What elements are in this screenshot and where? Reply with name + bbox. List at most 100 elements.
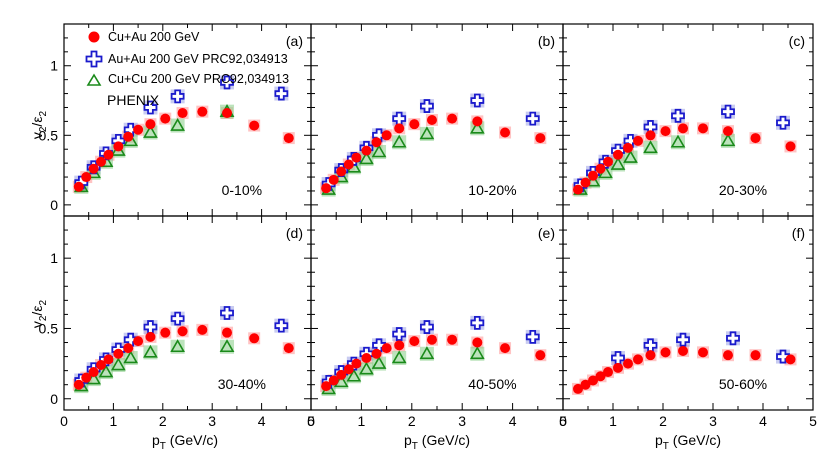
point-cucu bbox=[469, 346, 485, 360]
point-cuau bbox=[371, 348, 382, 359]
panel-f: 0 1 2 3 4 5 (f) 50-60% bbox=[559, 215, 817, 429]
y-axis-title-top: v2/ε2 bbox=[29, 110, 49, 139]
point-cuau bbox=[123, 131, 134, 142]
point-auau bbox=[726, 331, 740, 346]
point-cuau bbox=[613, 362, 623, 373]
syst-band-cucu bbox=[392, 135, 407, 150]
panel-a: 0 0.5 1 (a) 0-10% bbox=[39, 23, 312, 217]
syst-band-cucu bbox=[643, 140, 658, 155]
point-cuau bbox=[321, 381, 332, 392]
point-cucu bbox=[419, 126, 435, 140]
point-cuau bbox=[472, 116, 483, 127]
point-cuau bbox=[283, 133, 294, 144]
x-tick-label: 2 bbox=[659, 413, 667, 429]
point-cuau bbox=[160, 327, 171, 338]
point-cuau bbox=[283, 343, 294, 354]
point-cuau bbox=[595, 371, 606, 382]
point-cuau bbox=[645, 350, 656, 361]
point-cuau bbox=[750, 350, 761, 361]
syst-band-cucu bbox=[470, 346, 485, 361]
point-cuau bbox=[177, 108, 188, 119]
point-cuau bbox=[785, 141, 796, 152]
point-cuau bbox=[535, 133, 546, 144]
point-cucu bbox=[359, 151, 374, 165]
panel-e: 0 1 2 3 4 5 (e) 40-50% bbox=[307, 215, 567, 429]
syst-band-cucu bbox=[419, 126, 434, 141]
point-auau bbox=[470, 315, 485, 330]
legend-marker-auau bbox=[85, 50, 103, 68]
x-title-rest: (GeV/c) bbox=[166, 432, 218, 448]
syst-band-cucu bbox=[170, 118, 185, 133]
point-cuau bbox=[103, 149, 114, 160]
legend-label-auau: Au+Au 200 GeV PRC92,034913 bbox=[108, 52, 288, 66]
legend-label-cucu: Cu+Cu 200 GeV PRC92,034913 bbox=[108, 72, 289, 86]
y-title-slash: /ε bbox=[29, 305, 45, 315]
point-cuau bbox=[88, 367, 99, 378]
point-cuau bbox=[249, 120, 260, 131]
x-tick-label: 2 bbox=[408, 413, 416, 429]
y-title-slash: /ε bbox=[29, 116, 45, 126]
point-auau bbox=[220, 75, 234, 90]
point-cucu bbox=[391, 350, 407, 364]
x-tick-label: 0 bbox=[60, 413, 68, 429]
panel-letter: (d) bbox=[286, 225, 303, 241]
x-tick-label: 5 bbox=[559, 413, 567, 429]
point-cucu bbox=[219, 339, 235, 353]
syst-band-cucu bbox=[671, 135, 685, 150]
syst-band-cucu bbox=[143, 345, 158, 360]
point-auau bbox=[372, 338, 386, 353]
x-tick-label: 3 bbox=[208, 413, 216, 429]
point-cuau bbox=[500, 127, 511, 138]
point-cuau bbox=[426, 115, 437, 125]
y-tick-label: 1 bbox=[50, 250, 58, 266]
centrality-label: 10-20% bbox=[468, 182, 516, 198]
centrality-label: 0-10% bbox=[222, 182, 262, 198]
point-cucu bbox=[419, 346, 435, 360]
point-cuau bbox=[660, 347, 671, 358]
point-cuau bbox=[409, 119, 420, 130]
point-cuau bbox=[222, 108, 233, 119]
x-title-p: p bbox=[655, 432, 663, 448]
legend-label-cuau: Cu+Au 200 GeV bbox=[108, 30, 200, 44]
y-axis-title-bottom: v2/ε2 bbox=[29, 299, 49, 328]
x-axis-title-3: pT (GeV/c) bbox=[655, 432, 721, 452]
point-cuau bbox=[361, 145, 372, 156]
y-tick-label: 0.5 bbox=[39, 127, 59, 143]
point-cuau bbox=[343, 364, 354, 375]
point-cuau bbox=[588, 170, 598, 181]
point-cuau bbox=[222, 327, 233, 338]
point-cuau bbox=[113, 141, 124, 152]
point-cuau bbox=[96, 156, 107, 167]
point-cuau bbox=[133, 336, 144, 347]
syst-band-cucu bbox=[372, 356, 387, 371]
x-tick-label: 3 bbox=[458, 413, 466, 429]
point-cuau bbox=[328, 375, 339, 386]
point-cuau bbox=[633, 135, 643, 146]
point-cuau bbox=[197, 106, 208, 117]
point-cuau bbox=[580, 379, 591, 390]
panel-d: 0 0.5 1 0 1 2 3 4 5 (d) 30-40% bbox=[39, 215, 315, 429]
point-cucu bbox=[123, 350, 139, 364]
point-auau bbox=[470, 93, 485, 108]
point-cuau bbox=[361, 352, 372, 363]
point-cucu bbox=[643, 140, 658, 154]
point-cuau bbox=[103, 354, 114, 365]
x-tick-label: 2 bbox=[159, 413, 167, 429]
point-cuau bbox=[145, 331, 156, 342]
centrality-label: 40-50% bbox=[468, 376, 516, 392]
point-cucu bbox=[670, 134, 686, 148]
point-cucu bbox=[371, 355, 387, 369]
y-tick-label: 1 bbox=[50, 58, 58, 74]
panel-frame bbox=[562, 23, 814, 217]
point-cuau bbox=[73, 181, 84, 192]
syst-band-cucu bbox=[143, 125, 158, 140]
panel-letter: (b) bbox=[538, 33, 555, 49]
point-cuau bbox=[678, 123, 688, 134]
y-title-sub1: 2 bbox=[38, 126, 49, 132]
point-cucu bbox=[143, 344, 158, 358]
panel-letter: (c) bbox=[789, 33, 805, 49]
point-cucu bbox=[346, 368, 362, 382]
point-cucu bbox=[391, 134, 407, 148]
point-cuau bbox=[249, 333, 260, 344]
point-cuau bbox=[785, 354, 796, 365]
